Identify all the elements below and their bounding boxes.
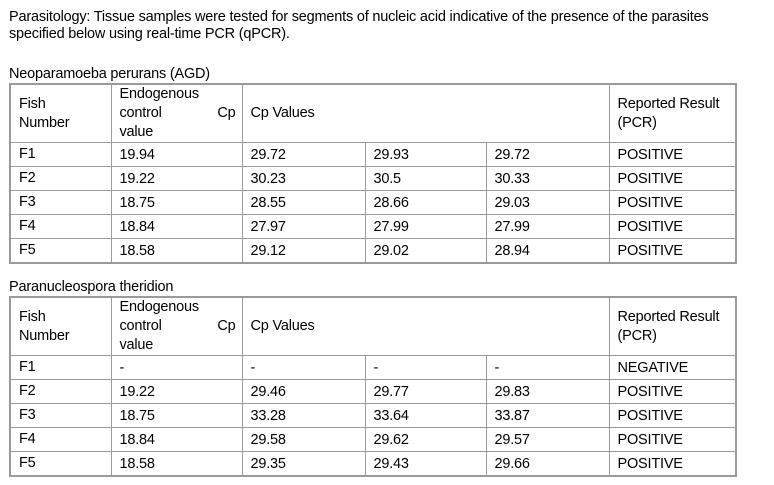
cell-endo: 18.84: [110, 427, 243, 452]
header-cp-values: Cp Values: [241, 83, 610, 143]
cell-cp3: 29.03: [485, 190, 610, 215]
cell-cp2: 28.66: [364, 190, 487, 215]
cell-fish: F3: [9, 190, 112, 215]
cell-endo: 18.84: [110, 214, 243, 239]
table-row: F2 19.22 30.23 30.5 30.33 POSITIVE: [9, 166, 737, 191]
cell-cp3: 29.57: [485, 427, 610, 452]
header-endo-control: control: [119, 105, 162, 121]
cell-result: POSITIVE: [608, 403, 737, 428]
table-row: F2 19.22 29.46 29.77 29.83 POSITIVE: [9, 379, 737, 404]
cell-result: POSITIVE: [608, 142, 737, 167]
cell-endo: 18.58: [110, 238, 243, 264]
cell-fish: F3: [9, 403, 112, 428]
cell-endo: 18.58: [110, 451, 243, 477]
cell-result: NEGATIVE: [608, 355, 737, 380]
cell-cp1: 29.72: [241, 142, 366, 167]
cell-fish: F1: [9, 142, 112, 167]
table-row: F5 18.58 29.12 29.02 28.94 POSITIVE: [9, 238, 737, 264]
header-fish-number: Fish Number: [9, 83, 112, 143]
cell-result: POSITIVE: [608, 379, 737, 404]
cell-cp3: 29.66: [485, 451, 610, 477]
header-row: Fish Number Endogenous control Cp value Cp Va…: [9, 296, 737, 356]
table-row: F3 18.75 28.55 28.66 29.03 POSITIVE: [9, 190, 737, 215]
cell-cp3: 27.99: [485, 214, 610, 239]
cell-result: POSITIVE: [608, 427, 737, 452]
header-endo-line1: Endogenous: [119, 86, 200, 102]
header-endo-line2: control Cp: [120, 317, 242, 336]
header-endo-line2: control Cp: [120, 104, 242, 123]
header-endo-line3: value: [119, 337, 154, 353]
results-table-agd: Fish Number Endogenous control Cp value Cp Va…: [9, 83, 737, 264]
cell-cp3: -: [485, 355, 610, 380]
cell-endo: 19.22: [110, 379, 243, 404]
cell-endo: 18.75: [110, 403, 243, 428]
cell-fish: F4: [9, 214, 112, 239]
cell-cp3: 33.87: [485, 403, 610, 428]
cell-result: POSITIVE: [608, 451, 737, 477]
cell-cp1: 33.28: [241, 403, 366, 428]
cell-fish: F5: [9, 238, 112, 264]
header-cp-values: Cp Values: [241, 296, 610, 356]
table-title-pt: Paranucleospora theridion: [9, 279, 174, 295]
cell-endo: 19.94: [110, 142, 243, 167]
cell-result: POSITIVE: [608, 238, 737, 264]
cell-endo: 18.75: [110, 190, 243, 215]
cell-fish: F2: [9, 166, 112, 191]
table-row: F1- - - - NEGATIVE: [9, 355, 737, 380]
header-endo-line3: value: [119, 124, 154, 140]
table-row: F3 18.75 33.28 33.64 33.87 POSITIVE: [9, 403, 737, 428]
cell-cp3: 29.72: [485, 142, 610, 167]
cell-fish: F4: [9, 427, 112, 452]
cell-endo: 19.22: [110, 166, 243, 191]
header-reported-result: Reported Result (PCR): [608, 83, 737, 143]
cell-cp1: 29.58: [241, 427, 366, 452]
cell-cp1: 29.35: [241, 451, 366, 477]
cell-cp1: -: [241, 355, 366, 380]
cell-cp2: 30.5: [364, 166, 487, 191]
cell-cp3: 29.83: [485, 379, 610, 404]
cell-cp1: 29.46: [241, 379, 366, 404]
cell-cp1: 29.12: [241, 238, 366, 264]
cell-fish: F5: [9, 451, 112, 477]
header-endo-cp: Cp: [217, 105, 236, 121]
cell-cp3: 28.94: [485, 238, 610, 264]
cell-result: POSITIVE: [608, 166, 737, 191]
cell-cp2: 29.93: [364, 142, 487, 167]
cell-cp2: 33.64: [364, 403, 487, 428]
cell-cp1: 27.97: [241, 214, 366, 239]
table-row: F1 19.94 29.72 29.93 29.72 POSITIVE: [9, 142, 737, 167]
cell-cp3: 30.33: [485, 166, 610, 191]
header-row: Fish Number Endogenous control Cp value Cp Va…: [9, 83, 737, 143]
header-endo-control: control: [119, 318, 162, 334]
header-fish-number: Fish Number: [9, 296, 112, 356]
cell-endo: -: [110, 355, 243, 380]
header-endogenous-control: Endogenous control Cp value: [110, 83, 243, 143]
table-title-agd: Neoparamoeba perurans (AGD): [9, 66, 210, 82]
header-endo-line1: Endogenous: [119, 299, 200, 315]
header-reported-result: Reported Result (PCR): [608, 296, 737, 356]
intro-paragraph: Parasitology: Tissue samples were tested…: [9, 9, 709, 42]
cell-cp2: 29.02: [364, 238, 487, 264]
table-row: F4 18.84 27.97 27.99 27.99 POSITIVE: [9, 214, 737, 239]
table-row: F5 18.58 29.35 29.43 29.66 POSITIVE: [9, 451, 737, 477]
cell-cp2: 29.62: [364, 427, 487, 452]
cell-cp2: -: [364, 355, 487, 380]
header-endogenous-control: Endogenous control Cp value: [110, 296, 243, 356]
cell-cp2: 29.77: [364, 379, 487, 404]
cell-result: POSITIVE: [608, 214, 737, 239]
table-row: F4 18.84 29.58 29.62 29.57 POSITIVE: [9, 427, 737, 452]
cell-cp1: 28.55: [241, 190, 366, 215]
cell-cp2: 27.99: [364, 214, 487, 239]
cell-cp2: 29.43: [364, 451, 487, 477]
cell-result: POSITIVE: [608, 190, 737, 215]
cell-fish: F2: [9, 379, 112, 404]
cell-cp1: 30.23: [241, 166, 366, 191]
cell-fish: F1: [9, 355, 112, 380]
results-table-pt: Fish Number Endogenous control Cp value Cp Va…: [9, 296, 737, 477]
header-endo-cp: Cp: [217, 318, 236, 334]
